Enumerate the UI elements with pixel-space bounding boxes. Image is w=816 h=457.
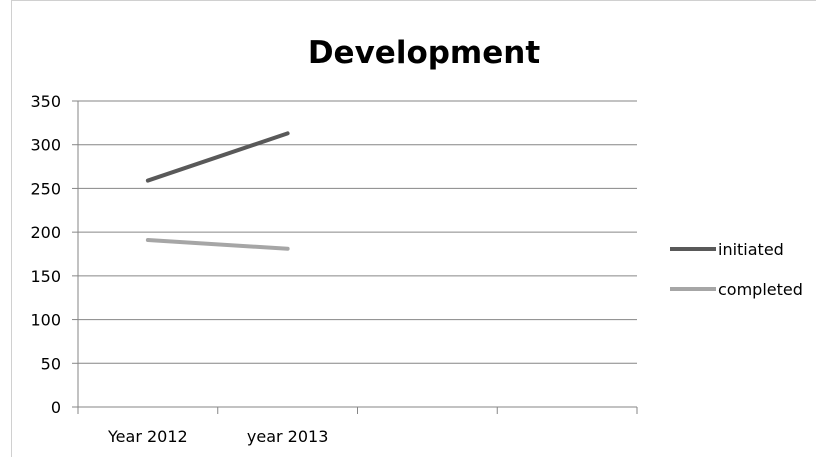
series-line-initiated	[145, 131, 290, 183]
y-tick-label: 0	[51, 398, 61, 417]
legend-label-initiated: initiated	[718, 240, 784, 259]
chart-title: Development	[308, 35, 540, 71]
y-tick-label: 200	[30, 223, 61, 242]
x-tick-label: Year 2012	[107, 427, 188, 446]
y-tick-label: 350	[30, 92, 61, 111]
y-tick-label: 150	[30, 267, 61, 286]
gridlines	[78, 100, 637, 364]
x-tick-label: year 2013	[247, 427, 329, 446]
y-tick-label: 50	[41, 354, 61, 373]
chart-frame	[11, 0, 816, 457]
axes	[72, 100, 638, 414]
legend-label-completed: completed	[718, 280, 803, 299]
series-lines	[145, 131, 290, 251]
y-axis-tick-labels: 0 50 100 150 200 250 300 350	[30, 92, 61, 417]
y-tick-label: 300	[30, 136, 61, 155]
y-tick-label: 100	[30, 311, 61, 330]
series-line-completed	[145, 238, 290, 251]
y-tick-label: 250	[30, 179, 61, 198]
x-axis-tick-labels: Year 2012 year 2013	[107, 427, 328, 446]
legend: initiated completed	[670, 240, 803, 299]
